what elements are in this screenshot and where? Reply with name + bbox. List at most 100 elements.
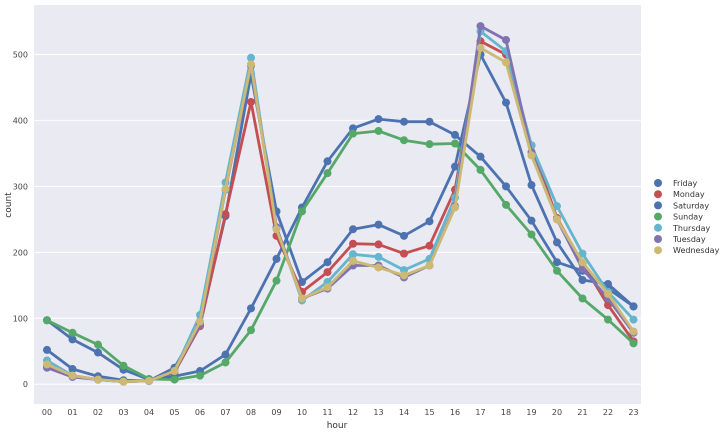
data-point-friday [578,276,587,285]
x-tick-label: 08 [246,408,256,417]
x-tick-label: 12 [348,408,358,417]
data-point-wednesday [349,256,357,265]
x-tick-label: 01 [67,408,77,417]
data-point-monday [425,241,434,250]
data-point-wednesday [502,58,510,67]
x-tick-label: 03 [118,408,128,417]
x-tick-label: 19 [526,408,536,417]
data-point-saturday [272,254,281,263]
x-tick-label: 17 [475,408,485,417]
x-tick-label: 07 [220,408,230,417]
legend-item-sunday: Sunday [654,212,703,222]
x-axis-label: hour [327,421,348,431]
data-point-wednesday [68,371,77,380]
data-point-saturday [247,304,255,313]
x-tick-label: 18 [501,408,511,417]
data-point-sunday [94,340,102,349]
data-point-monday [400,249,408,258]
legend-marker [654,190,662,199]
data-point-sunday [221,358,230,367]
x-tick-label: 21 [577,408,587,417]
data-point-saturday [374,115,383,124]
data-point-friday [553,238,561,247]
x-tick-label: 02 [93,408,103,417]
data-point-saturday [425,117,434,126]
legend: Friday Monday Saturday Sunday Thursday Tuesda… [654,179,720,255]
data-point-saturday [221,350,230,359]
x-tick-label: 15 [424,408,434,417]
legend-marker [654,235,662,243]
data-point-sunday [68,328,77,337]
x-tick-label: 11 [322,408,332,417]
data-point-thursday [553,202,561,211]
legend-marker [654,179,662,187]
data-point-monday [349,239,357,248]
data-point-sunday [247,326,255,335]
legend-marker [654,201,662,210]
x-tick-label: 00 [42,408,52,417]
data-point-sunday [272,276,281,285]
data-point-saturday [502,182,510,191]
data-point-wednesday [476,43,485,52]
data-point-wednesday [400,271,408,280]
data-point-wednesday [170,367,179,376]
data-point-friday [425,217,434,226]
data-point-sunday [119,361,128,370]
y-tick-label: 200 [13,248,28,257]
data-point-wednesday [247,60,255,69]
data-point-sunday [578,294,587,303]
data-point-wednesday [425,261,434,270]
data-point-sunday [400,136,408,145]
legend-marker [654,212,662,221]
data-point-sunday [298,207,306,216]
x-tick-label: 16 [450,408,460,417]
legend-item-saturday: Saturday [654,201,709,210]
data-point-wednesday [323,283,332,292]
data-point-friday [298,277,306,286]
x-tick-label: 09 [271,408,281,417]
legend-label: Sunday [673,213,703,222]
data-point-thursday [374,252,383,261]
data-point-sunday [349,129,357,138]
y-tick-labels: 0 100 200 300 400 500 [13,50,28,389]
data-point-saturday [323,157,332,166]
data-point-sunday [553,266,561,275]
legend-marker [654,246,662,255]
legend-label: Thursday [672,224,710,233]
data-point-thursday [247,53,255,62]
data-point-sunday [527,230,536,239]
y-tick-label: 100 [13,314,28,323]
data-point-wednesday [629,327,638,336]
data-point-wednesday [578,258,587,267]
data-point-sunday [196,371,204,380]
data-point-sunday [502,200,510,209]
data-point-sunday [170,375,179,384]
data-point-monday [323,268,332,277]
data-point-wednesday [43,360,51,369]
x-tick-label: 22 [603,408,613,417]
data-point-wednesday [553,215,561,224]
data-point-saturday [476,152,485,161]
data-point-saturday [527,216,536,225]
data-point-thursday [349,250,357,259]
legend-marker [654,223,662,232]
data-point-sunday [323,169,332,178]
data-point-sunday [476,165,485,174]
data-point-friday [323,258,332,267]
y-tick-label: 0 [23,380,28,389]
y-tick-label: 500 [13,50,28,59]
data-point-friday [502,98,510,107]
y-axis-label: count [4,192,14,218]
data-point-friday [451,162,459,171]
data-point-saturday [629,302,638,311]
data-point-thursday [578,249,587,258]
legend-item-wednesday: Wednesday [654,246,720,255]
series-group [43,22,638,386]
data-point-friday [68,365,77,374]
legend-label: Monday [673,190,705,199]
legend-item-friday: Friday [654,179,698,188]
data-point-wednesday [374,263,383,272]
x-tick-label: 05 [169,408,179,417]
y-tick-label: 300 [13,182,28,191]
legend-label: Friday [673,179,698,188]
